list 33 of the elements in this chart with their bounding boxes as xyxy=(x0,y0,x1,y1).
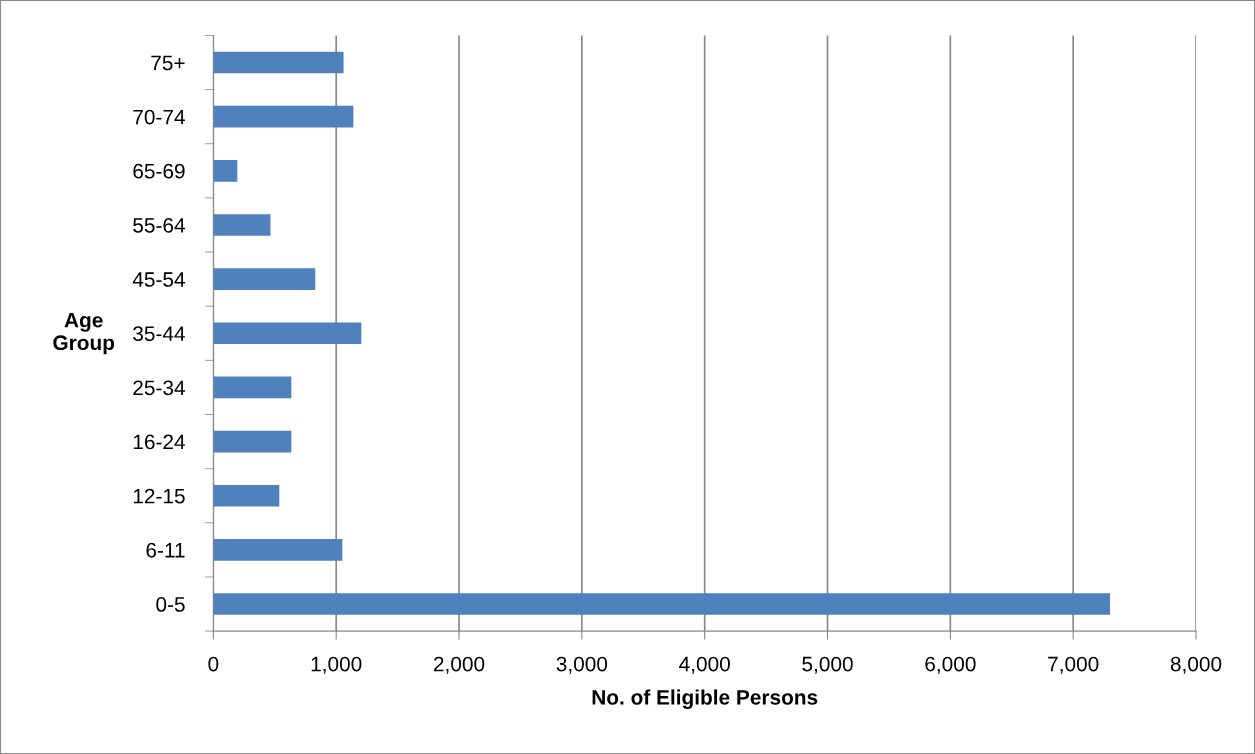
y-tick-label: 12-15 xyxy=(133,488,185,504)
x-tick-label: 1,000 xyxy=(311,656,362,674)
y-tick-label: 70-74 xyxy=(133,109,185,125)
x-axis-title: No. of Eligible Persons xyxy=(592,689,818,709)
y-tick-label: 0-5 xyxy=(156,597,185,612)
bar xyxy=(213,322,362,345)
y-tick-label: 6-11 xyxy=(146,542,185,558)
y-tick-label: 35-44 xyxy=(133,326,185,342)
y-tick-label: 25-34 xyxy=(133,380,185,396)
x-tick-label: 0 xyxy=(208,656,219,672)
bar xyxy=(213,484,280,507)
bar xyxy=(213,268,316,290)
y-tick-label: 55-64 xyxy=(133,217,185,233)
x-tick-label: 7,000 xyxy=(1048,656,1099,674)
bar xyxy=(213,51,344,74)
bar xyxy=(213,214,271,236)
y-tick-label: 45-54 xyxy=(132,272,185,287)
bar xyxy=(213,539,343,561)
y-tick-label: 65-69 xyxy=(133,163,185,179)
x-tick-label: 6,000 xyxy=(925,656,976,674)
y-tick-label: 75+ xyxy=(151,55,185,71)
x-tick-label: 4,000 xyxy=(679,656,730,674)
x-tick-label: 2,000 xyxy=(434,656,485,674)
y-tick-label: 16-24 xyxy=(133,434,185,450)
bar xyxy=(213,105,354,128)
bar xyxy=(213,376,292,399)
bar xyxy=(213,159,238,182)
bar xyxy=(213,430,292,453)
x-tick-label: 3,000 xyxy=(556,656,608,674)
bar xyxy=(213,593,1111,615)
x-tick-label: 8,000 xyxy=(1170,656,1222,674)
y-axis-title: Age Group xyxy=(53,313,115,355)
x-tick-label: 5,000 xyxy=(802,656,853,674)
